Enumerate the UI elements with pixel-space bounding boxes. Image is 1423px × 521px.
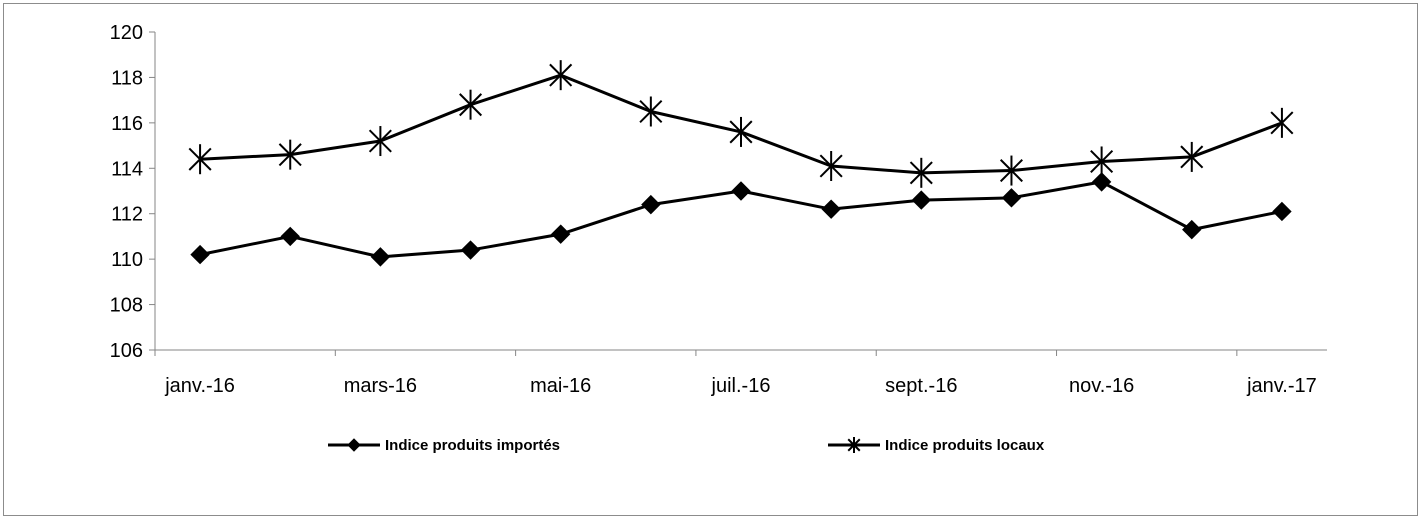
legend-label: Indice produits locaux	[885, 437, 1045, 454]
series-2-point	[1180, 141, 1204, 172]
x-tick-label: janv.-17	[1246, 375, 1317, 397]
series-2-point	[819, 151, 843, 182]
legend-entry-1: Indice produits importés	[328, 437, 560, 454]
series-1-point	[731, 181, 751, 201]
y-tick-label: 114	[111, 158, 143, 180]
x-tick-label: mai-16	[530, 375, 591, 397]
series-2-point	[549, 60, 573, 91]
x-tick-label: juil.-16	[711, 375, 771, 397]
legend-label: Indice produits importés	[385, 437, 560, 454]
series-1-point	[911, 190, 932, 210]
series-1-point	[460, 240, 481, 260]
series-2-point	[1270, 107, 1294, 138]
series-2-point	[999, 155, 1023, 186]
series-2-point	[368, 126, 392, 157]
series-1-point	[550, 224, 571, 244]
series-1-point	[1001, 188, 1022, 208]
x-tick-label: janv.-16	[164, 375, 235, 397]
series-2-point	[909, 157, 933, 188]
series-layer	[188, 60, 1294, 267]
series-1-point	[1272, 201, 1292, 222]
legend-marker	[847, 437, 861, 453]
series-2-point	[188, 144, 212, 175]
axes: 106 108 110 112 114 116 118 120 janv.-16 mars-16 m…	[110, 22, 1327, 397]
legend: Indice produits importés Indice produits …	[328, 437, 1045, 454]
series-2-point	[1090, 146, 1114, 177]
x-tick-label: sept.-16	[885, 375, 957, 397]
y-tick-label: 116	[111, 113, 143, 135]
chart-frame	[3, 3, 1418, 516]
series-1-point	[641, 194, 661, 215]
series-1-point	[1091, 172, 1112, 192]
series-2-point	[278, 139, 302, 170]
y-tick-label: 112	[111, 204, 143, 226]
x-tick-label: nov.-16	[1069, 375, 1134, 397]
series-2-point	[639, 96, 663, 127]
y-tick-label: 110	[111, 249, 143, 271]
series-2-point	[729, 116, 753, 147]
x-tick-label: mars-16	[344, 375, 417, 397]
series-1-point	[821, 199, 841, 219]
legend-entry-2: Indice produits locaux	[828, 437, 1045, 454]
series-1-point	[280, 226, 300, 247]
y-tick-label: 118	[111, 67, 143, 89]
y-tick-label: 120	[110, 22, 143, 44]
y-tick-label: 106	[110, 340, 143, 362]
series-2-point	[459, 89, 483, 120]
series-1-point	[370, 247, 391, 267]
y-tick-label: 108	[110, 295, 143, 317]
series-1-point	[1182, 219, 1202, 240]
legend-marker	[347, 438, 361, 452]
series-1-point	[190, 244, 210, 265]
